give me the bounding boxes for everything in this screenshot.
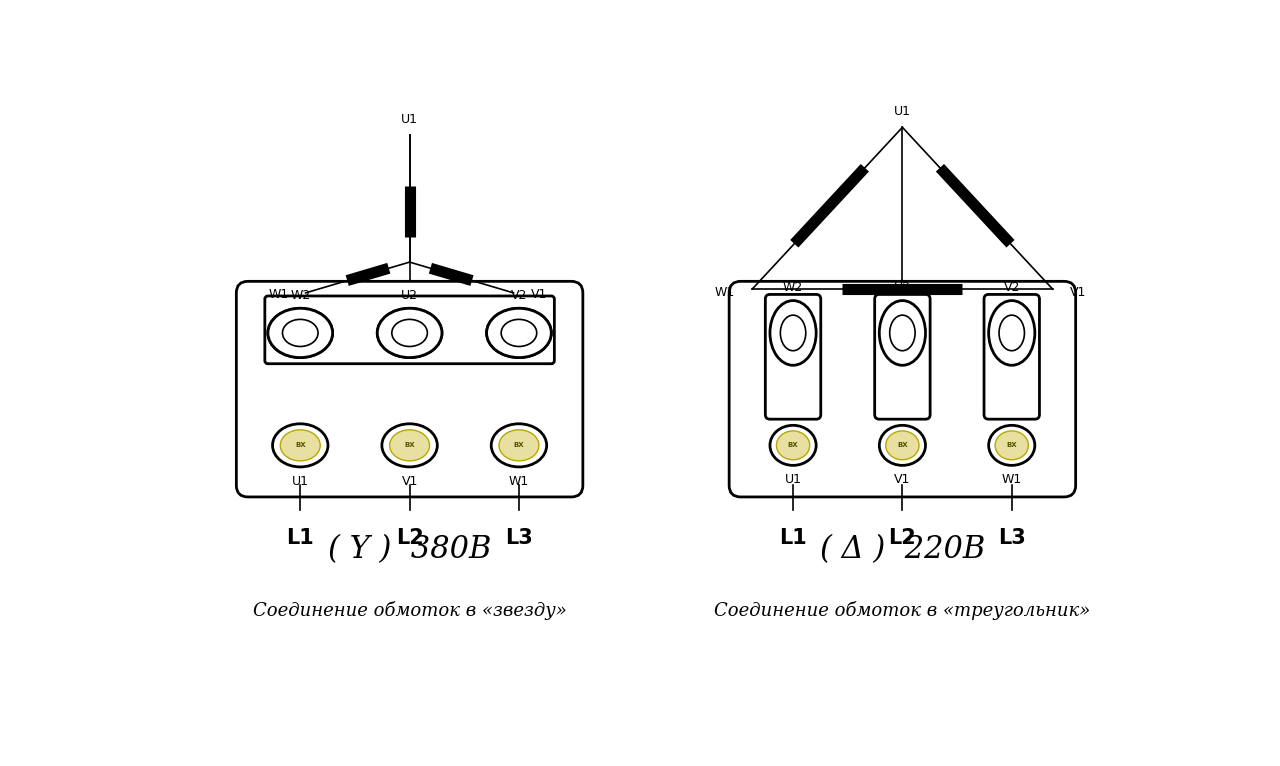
Text: U1: U1 <box>401 113 419 126</box>
Ellipse shape <box>988 425 1034 466</box>
Ellipse shape <box>389 430 430 461</box>
Text: U1: U1 <box>785 473 801 486</box>
Text: W1: W1 <box>1002 473 1021 486</box>
Text: BX: BX <box>1006 442 1018 448</box>
Ellipse shape <box>378 308 442 358</box>
Ellipse shape <box>771 300 817 365</box>
Text: W1: W1 <box>716 286 735 300</box>
Ellipse shape <box>280 430 320 461</box>
FancyBboxPatch shape <box>874 294 931 419</box>
Text: ( Y )  380В: ( Y ) 380В <box>328 534 492 565</box>
Ellipse shape <box>392 319 428 346</box>
Text: W1: W1 <box>269 288 289 301</box>
Text: Соединение обмоток в «звезду»: Соединение обмоток в «звезду» <box>252 601 567 620</box>
Ellipse shape <box>988 300 1034 365</box>
Ellipse shape <box>486 308 552 358</box>
Ellipse shape <box>998 315 1024 351</box>
Text: V2: V2 <box>1004 281 1020 294</box>
Ellipse shape <box>268 308 333 358</box>
Ellipse shape <box>879 300 925 365</box>
Text: L2: L2 <box>888 528 916 548</box>
Text: L1: L1 <box>287 528 314 548</box>
FancyBboxPatch shape <box>984 294 1039 419</box>
Ellipse shape <box>890 315 915 351</box>
Text: BX: BX <box>897 442 908 448</box>
Ellipse shape <box>492 424 547 467</box>
Ellipse shape <box>499 430 539 461</box>
FancyBboxPatch shape <box>730 281 1075 497</box>
Ellipse shape <box>283 319 317 346</box>
Ellipse shape <box>886 431 919 460</box>
Text: V1: V1 <box>895 473 910 486</box>
Text: Соединение обмоток в «треугольник»: Соединение обмоток в «треугольник» <box>714 601 1091 620</box>
Text: BX: BX <box>787 442 799 448</box>
Text: V1: V1 <box>1070 286 1085 300</box>
Text: BX: BX <box>404 442 415 448</box>
Ellipse shape <box>381 424 438 467</box>
Ellipse shape <box>378 308 442 358</box>
Ellipse shape <box>879 425 925 466</box>
Text: L3: L3 <box>998 528 1025 548</box>
Ellipse shape <box>777 431 810 460</box>
FancyBboxPatch shape <box>765 294 820 419</box>
Ellipse shape <box>268 308 333 358</box>
Text: U1: U1 <box>292 475 308 488</box>
Text: V1: V1 <box>530 288 547 301</box>
Text: BX: BX <box>513 442 525 448</box>
Text: U2: U2 <box>401 289 419 302</box>
Ellipse shape <box>392 319 428 346</box>
Text: U2: U2 <box>893 281 911 294</box>
Ellipse shape <box>283 319 317 346</box>
Text: U1: U1 <box>893 105 911 118</box>
Text: W1: W1 <box>509 475 529 488</box>
Ellipse shape <box>502 319 536 346</box>
Text: ( Δ )  220В: ( Δ ) 220В <box>819 534 986 565</box>
Text: W2: W2 <box>291 289 310 302</box>
Ellipse shape <box>771 425 817 466</box>
FancyBboxPatch shape <box>237 281 582 497</box>
FancyBboxPatch shape <box>265 296 554 364</box>
Ellipse shape <box>273 424 328 467</box>
Ellipse shape <box>995 431 1028 460</box>
Text: BX: BX <box>294 442 306 448</box>
Ellipse shape <box>486 308 552 358</box>
Text: L2: L2 <box>396 528 424 548</box>
Text: L1: L1 <box>780 528 806 548</box>
Text: V1: V1 <box>402 475 417 488</box>
Text: W2: W2 <box>783 281 803 294</box>
Text: L3: L3 <box>506 528 532 548</box>
Ellipse shape <box>781 315 806 351</box>
Text: V2: V2 <box>511 289 527 302</box>
Ellipse shape <box>502 319 536 346</box>
